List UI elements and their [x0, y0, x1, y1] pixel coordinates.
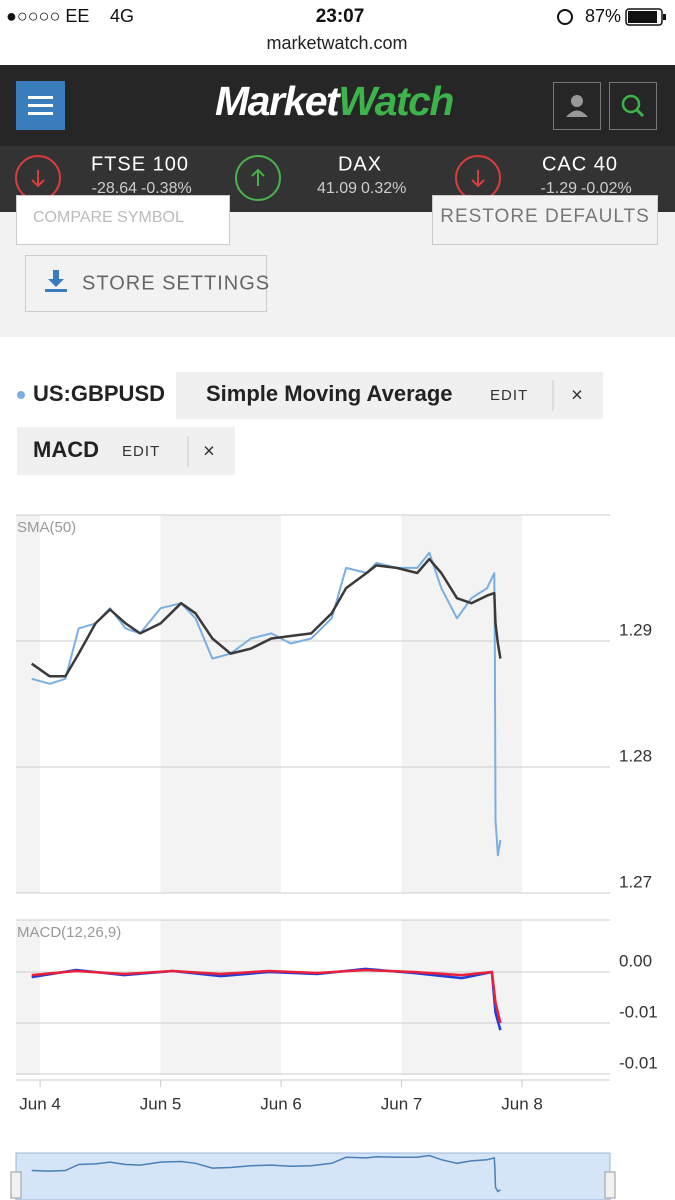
store-label: STORE SETTINGS: [82, 272, 270, 294]
compare-input[interactable]: [16, 195, 230, 245]
battery-level: 87%: [585, 6, 621, 26]
user-icon-head: [571, 95, 583, 107]
compare-placeholder: COMPARE SYMBOL: [33, 209, 184, 226]
url[interactable]: marketwatch.com: [266, 33, 407, 53]
logo-watch: Watch: [338, 78, 453, 124]
index-change: -1.29: [541, 180, 578, 197]
y-tick-label: 1.28: [619, 746, 652, 765]
logo-market: Market: [215, 78, 342, 124]
y-tick-label: 1.29: [619, 620, 652, 639]
menu-icon-bar: [28, 96, 53, 99]
study-chip: [17, 427, 235, 475]
battery-tip: [663, 14, 666, 20]
network: 4G: [110, 6, 134, 26]
menu-icon-bar: [28, 112, 53, 115]
x-tick-label: Jun 8: [501, 1094, 543, 1113]
navigator: [15, 1152, 611, 1200]
logo[interactable]: MarketWatch: [215, 78, 455, 124]
day-band: [401, 515, 523, 893]
day-band: [401, 920, 523, 1075]
carrier: ●○○○○ EE: [6, 6, 89, 26]
download-icon: [48, 270, 64, 287]
study-remove[interactable]: ×: [571, 384, 583, 406]
index-name: CAC 40: [542, 153, 618, 175]
x-tick-label: Jun 7: [381, 1094, 423, 1113]
x-tick-label: Jun 5: [140, 1094, 182, 1113]
index-name: FTSE 100: [91, 153, 189, 175]
direction-arrow-head: [471, 179, 485, 188]
index-change: -28.64: [92, 180, 137, 197]
indices: FTSE 100 -28.64 -0.38% DAX 41.09 0.32% CAC 40 -…: [15, 153, 632, 201]
index-percent: -0.38%: [141, 180, 192, 197]
account-button[interactable]: [553, 82, 601, 130]
y-tick-label: -0.01: [619, 1002, 658, 1021]
chart-label: SMA(50): [17, 519, 76, 536]
index-percent: 0.32%: [361, 180, 406, 197]
symbol: US:GBPUSD: [33, 381, 165, 406]
user-icon-body: [566, 110, 588, 117]
direction-arrow-head: [251, 168, 265, 177]
day-band: [160, 920, 282, 1075]
y-tick-label: 1.27: [619, 872, 652, 891]
navigator-handle[interactable]: [604, 1171, 616, 1199]
x-tick-label: Jun 4: [19, 1094, 61, 1113]
series-line: [30, 557, 502, 678]
restore-button[interactable]: [432, 195, 658, 245]
symbol-dot: [17, 391, 25, 399]
clock: 23:07: [316, 6, 365, 27]
day-band: [16, 515, 41, 893]
day-band: [16, 920, 41, 1075]
alarm-icon: [557, 9, 573, 25]
direction-arrow-head: [31, 179, 45, 188]
navigator-handle[interactable]: [10, 1171, 22, 1199]
chart-label: MACD(12,26,9): [17, 924, 121, 941]
download-tray: [45, 289, 67, 292]
navigator-line: [31, 1154, 501, 1193]
site-header: [0, 65, 675, 146]
store-button[interactable]: [25, 255, 267, 312]
restore-label: RESTORE DEFAULTS: [440, 206, 650, 227]
day-band: [160, 515, 282, 893]
charts: 1.27 1.28 1.29 SMA(50) 0.00 -0.01 -0.01 MACD(12…: [10, 514, 658, 1200]
search-button[interactable]: [609, 82, 657, 130]
study-remove[interactable]: ×: [203, 440, 215, 462]
battery-fill: [628, 11, 657, 23]
index-percent: -0.02%: [581, 180, 632, 197]
series-line: [31, 968, 502, 1024]
study-edit[interactable]: EDIT: [490, 387, 528, 404]
study-edit[interactable]: EDIT: [122, 443, 160, 460]
index-change: 41.09: [317, 180, 357, 197]
study-name: Simple Moving Average: [206, 381, 453, 406]
search-icon-handle: [635, 108, 645, 118]
y-tick-label: -0.01: [619, 1053, 658, 1072]
x-tick-label: Jun 6: [260, 1094, 302, 1113]
search-icon: [621, 94, 641, 114]
y-tick-label: 0.00: [619, 951, 652, 970]
study-chip: [176, 372, 603, 419]
menu-icon-bar: [28, 104, 53, 107]
direction-icon: [235, 155, 281, 201]
index-name: DAX: [338, 153, 382, 175]
battery-icon: [625, 8, 663, 26]
study-name: MACD: [33, 437, 99, 462]
